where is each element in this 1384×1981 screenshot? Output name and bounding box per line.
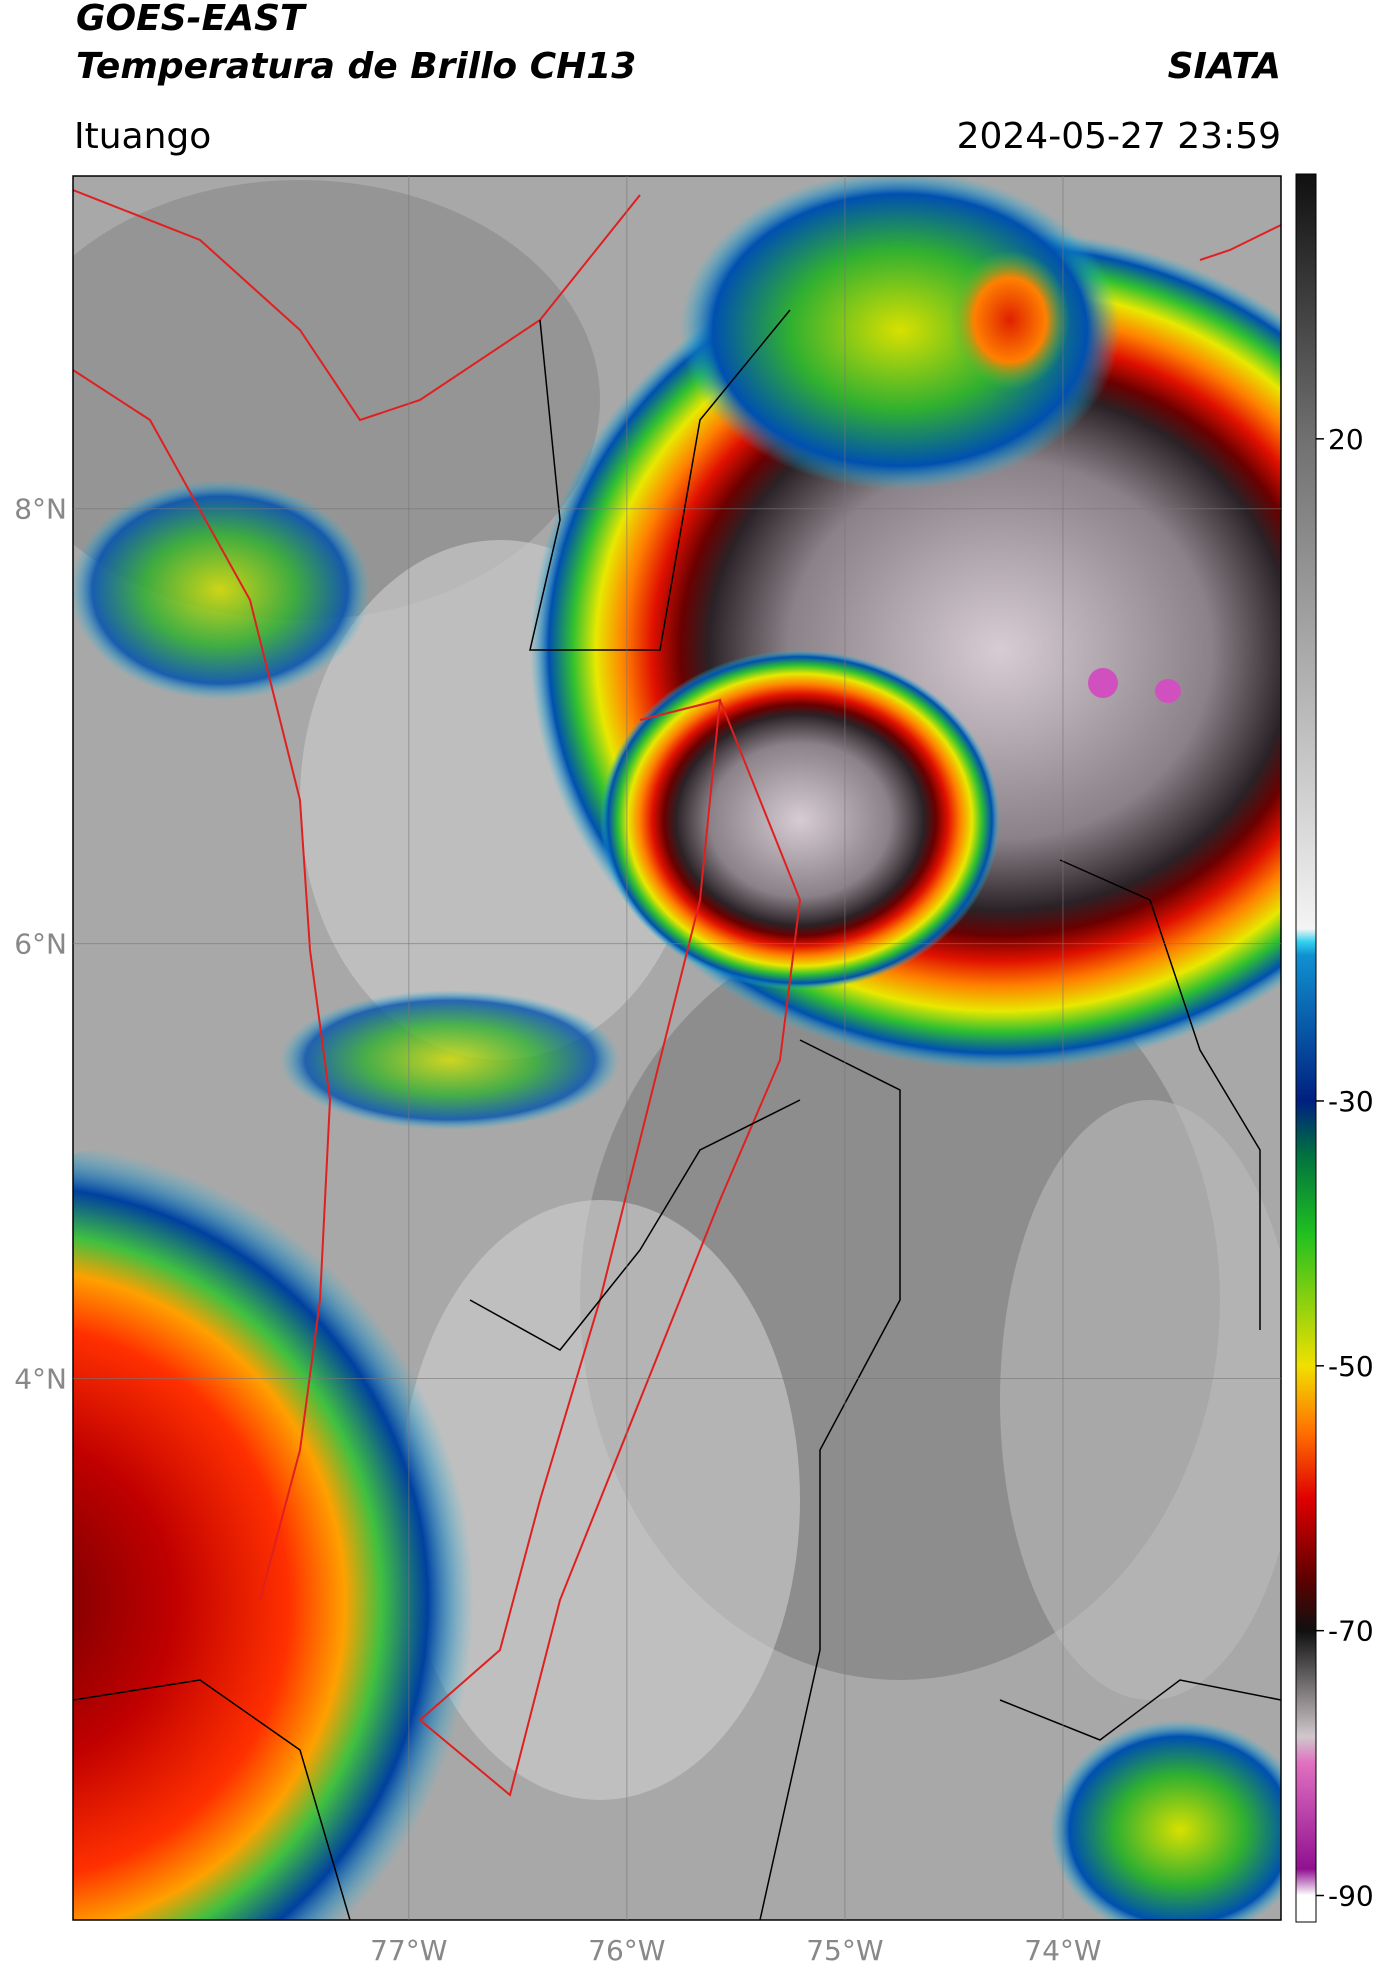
title: GOES-EAST — [76, 0, 307, 39]
datetime: 2024-05-27 23:59 — [957, 116, 1281, 157]
map-frame — [72, 175, 1282, 1921]
location: Ituango — [74, 116, 211, 157]
lat-label: 8°N — [14, 493, 67, 526]
lon-label: 75°W — [806, 1934, 883, 1967]
satellite-image — [73, 176, 1281, 1920]
source: SIATA — [1168, 46, 1281, 87]
colorbar-label: -50 — [1328, 1350, 1374, 1383]
lon-label: 76°W — [588, 1934, 665, 1967]
lat-label: 6°N — [14, 928, 67, 961]
colorbar — [1295, 173, 1317, 1923]
colorbar-label: -30 — [1328, 1085, 1374, 1118]
lon-label: 77°W — [370, 1934, 447, 1967]
colorbar-label: -90 — [1328, 1880, 1374, 1913]
lon-label: 74°W — [1024, 1934, 1101, 1967]
colorbar-label: -70 — [1328, 1615, 1374, 1648]
colorbar-label: 20 — [1328, 423, 1364, 456]
subtitle: Temperatura de Brillo CH13 — [76, 46, 636, 87]
graticule — [73, 176, 1281, 1920]
lat-label: 4°N — [14, 1363, 67, 1396]
